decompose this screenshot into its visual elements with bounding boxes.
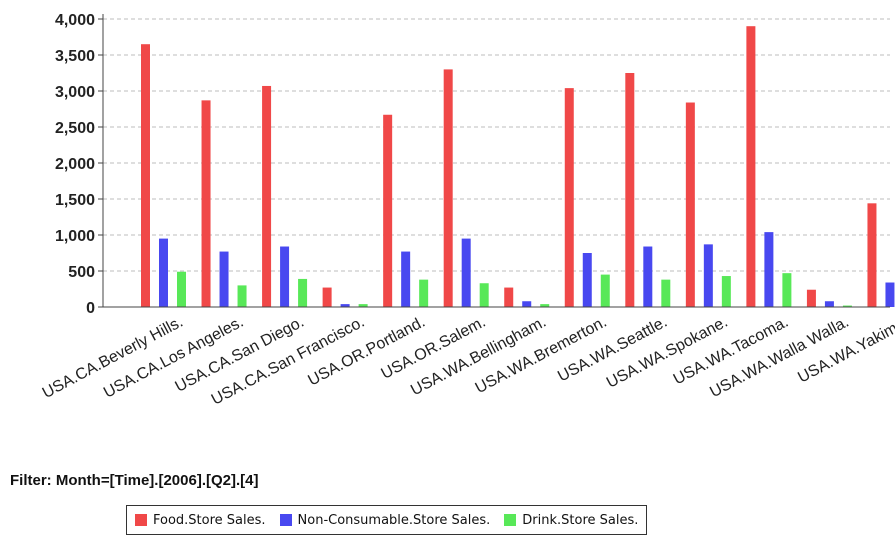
- bar-2: [237, 285, 247, 307]
- bar-0: [867, 203, 877, 307]
- bar-1: [461, 238, 471, 307]
- y-tick-label: 2,500: [55, 120, 95, 137]
- bar-0: [322, 287, 332, 307]
- y-tick-label: 500: [68, 264, 95, 281]
- legend-swatch: [504, 514, 517, 526]
- filter-text: Filter: Month=[Time].[2006].[Q2].[4]: [10, 472, 259, 489]
- bar-2: [842, 305, 852, 307]
- legend-label: Non-Consumable.Store Sales.: [297, 512, 491, 528]
- bar-0: [625, 73, 635, 307]
- y-tick-label: 1,500: [55, 192, 95, 209]
- bar-1: [643, 246, 653, 307]
- legend-item: Food.Store Sales.: [135, 513, 266, 528]
- bar-1: [522, 301, 532, 307]
- legend: Food.Store Sales. Non-Consumable.Store Sa…: [126, 505, 648, 535]
- bar-1: [340, 304, 350, 307]
- bar-0: [141, 44, 150, 307]
- bar-2: [358, 304, 368, 307]
- y-tick-label: 2,000: [55, 156, 95, 173]
- y-axis-ticks: 0 500 1,000 1,500 2,000 2,500 3,000 3,500 4,000: [55, 12, 103, 317]
- bar-1: [159, 238, 168, 307]
- bar-1: [219, 251, 229, 307]
- bar-0: [806, 289, 816, 307]
- bar-0: [383, 114, 393, 307]
- y-tick-label: 1,000: [55, 228, 95, 245]
- legend-item: Drink.Store Sales.: [504, 513, 638, 528]
- legend-item: Non-Consumable.Store Sales.: [279, 512, 491, 528]
- bar-2: [540, 304, 550, 307]
- bar-1: [885, 282, 895, 307]
- legend-label: Drink.Store Sales.: [522, 512, 639, 528]
- bar-2: [479, 283, 489, 307]
- x-axis-labels: USA.CA.Beverly Hills.USA.CA.Los Angeles.…: [40, 314, 895, 409]
- bar-1: [401, 251, 411, 307]
- bar-1: [764, 232, 774, 307]
- chart: 05001,0001,5002,0002,5003,0003,5004,000 …: [40, 12, 895, 409]
- bar-0: [443, 69, 453, 308]
- axes: [102, 14, 890, 308]
- y-tick-label: 0: [86, 300, 95, 317]
- bar-0: [564, 88, 574, 308]
- bar-2: [600, 274, 610, 307]
- bar-1: [582, 253, 592, 307]
- y-tick-label: 3,500: [55, 48, 95, 65]
- bar-2: [721, 276, 731, 307]
- bar-0: [685, 102, 695, 308]
- bar-1: [280, 246, 290, 307]
- legend-label: Food.Store Sales.: [153, 512, 266, 528]
- legend-swatch: [279, 514, 292, 526]
- gridlines: [103, 18, 890, 272]
- bar-0: [746, 26, 756, 307]
- bar-1: [703, 244, 713, 307]
- y-tick-label: 3,000: [55, 84, 95, 101]
- bar-1: [824, 301, 834, 307]
- bar-0: [262, 85, 272, 308]
- bar-2: [661, 279, 671, 307]
- bar-2: [782, 273, 792, 307]
- bar-2: [298, 278, 308, 307]
- bar-2: [419, 279, 429, 307]
- bar-0: [504, 287, 514, 307]
- bar-0: [201, 100, 211, 307]
- bars: [141, 26, 895, 308]
- y-tick-label: 4,000: [55, 12, 95, 29]
- bar-2: [177, 271, 186, 307]
- legend-swatch: [135, 514, 147, 526]
